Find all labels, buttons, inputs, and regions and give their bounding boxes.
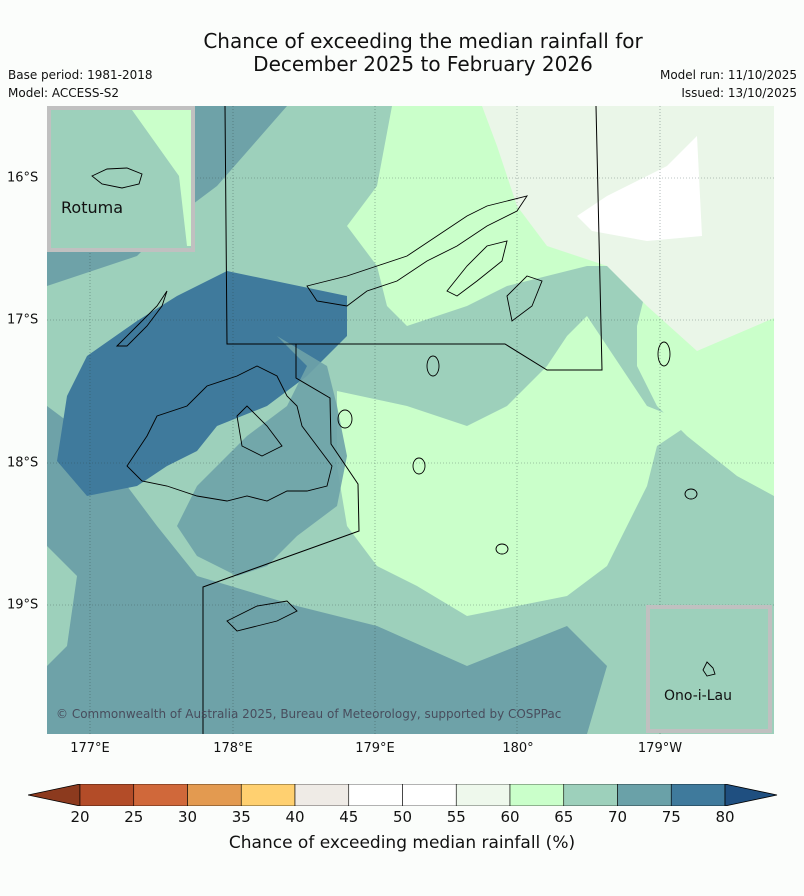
lat-label-19s: 19°S [7, 597, 39, 613]
island-viti-levu [126, 365, 333, 502]
colorbar-arrow-low [27, 783, 81, 807]
issued-date: Issued: 13/10/2025 [681, 86, 797, 100]
colorbar-segment [617, 783, 672, 807]
model-name: Model: ACCESS-S2 [8, 86, 120, 100]
colorbar-segment [133, 783, 188, 807]
colorbar-tick-label: 70 [607, 808, 628, 826]
colorbar-tick-label: 55 [446, 808, 466, 826]
map-title: Chance of exceeding the median rainfall … [0, 30, 804, 76]
colorbar-segment [348, 783, 403, 807]
meta-right: Model run: 11/10/2025 Issued: 13/10/2025 [660, 66, 797, 102]
colorbar-segment [79, 783, 135, 807]
meta-left: Base period: 1981-2018 Model: ACCESS-S2 [8, 66, 153, 102]
colorbar-segment [455, 783, 511, 807]
colorbar-tick-label: 20 [70, 808, 90, 826]
colorbar-segment [563, 783, 618, 807]
lat-label-18s: 18°S [7, 455, 39, 471]
colorbar-segment [670, 783, 726, 807]
colorbar-tick-label: 25 [124, 808, 144, 826]
inset-ono-i-lau [646, 605, 772, 733]
colorbar-tick-label: 80 [715, 808, 735, 826]
inset-rotuma [47, 106, 195, 252]
island-koro [426, 355, 440, 377]
region-65-70-west [47, 546, 77, 666]
island-kadavu [226, 600, 298, 632]
colorbar-segment [402, 783, 457, 807]
rainfall-map [47, 106, 774, 734]
colorbar-tick-label: 50 [392, 808, 413, 826]
inset-label-rotuma: Rotuma [61, 198, 123, 217]
lon-label-180: 180° [502, 741, 534, 756]
lon-label-179e: 179°E [355, 741, 395, 756]
colorbar-label: Chance of exceeding median rainfall (%) [228, 833, 576, 853]
colorbar-tick-label: 40 [285, 808, 305, 826]
colorbar-tick-label: 35 [231, 808, 251, 826]
region-60-65-south [337, 316, 774, 616]
island-inner [236, 405, 283, 457]
colorbar-svg [27, 783, 778, 807]
lon-label-177e: 177°E [70, 741, 110, 756]
lat-label-17s: 17°S [7, 312, 39, 328]
colorbar-tick-label: 30 [177, 808, 198, 826]
base-period: Base period: 1981-2018 [8, 68, 153, 82]
colorbar-segment [187, 783, 242, 807]
title-line-2: December 2025 to February 2026 [253, 52, 593, 76]
title-line-1: Chance of exceeding the median rainfall … [203, 29, 643, 53]
colorbar-arrow-high [724, 783, 778, 807]
lon-label-178e: 178°E [213, 741, 253, 756]
boundary-lines [202, 106, 603, 734]
inset-label-ono-i-lau: Ono-i-Lau [664, 688, 732, 704]
lon-label-179w: 179°W [637, 741, 683, 756]
island-yasawa [115, 290, 168, 347]
island-ovalau [337, 409, 353, 429]
colorbar-tick-label: 60 [500, 808, 520, 826]
copyright-notice: © Commonwealth of Australia 2025, Bureau… [56, 707, 562, 721]
island-south [495, 543, 509, 555]
islands [115, 195, 698, 632]
colorbar-segment [294, 783, 350, 807]
colorbar [27, 783, 778, 810]
lat-label-16s: 16°S [7, 170, 39, 186]
graticule [47, 106, 774, 734]
island-vanua-levu [306, 195, 529, 307]
colorbar-tick-label: 75 [661, 808, 681, 826]
model-run: Model run: 11/10/2025 [659, 68, 797, 82]
region-75-80 [57, 271, 347, 496]
colorbar-segment [509, 783, 565, 807]
colorbar-segment [240, 783, 296, 807]
map-panel [47, 106, 774, 734]
island-east-1 [506, 275, 543, 322]
island-moala [412, 457, 426, 475]
colorbar-tick-label: 45 [339, 808, 359, 826]
island-lau-2 [657, 341, 671, 367]
island-taveuni [446, 240, 508, 297]
colorbar-tick-label: 65 [554, 808, 574, 826]
island-lau-1 [684, 488, 698, 500]
region-50-55 [577, 136, 702, 241]
